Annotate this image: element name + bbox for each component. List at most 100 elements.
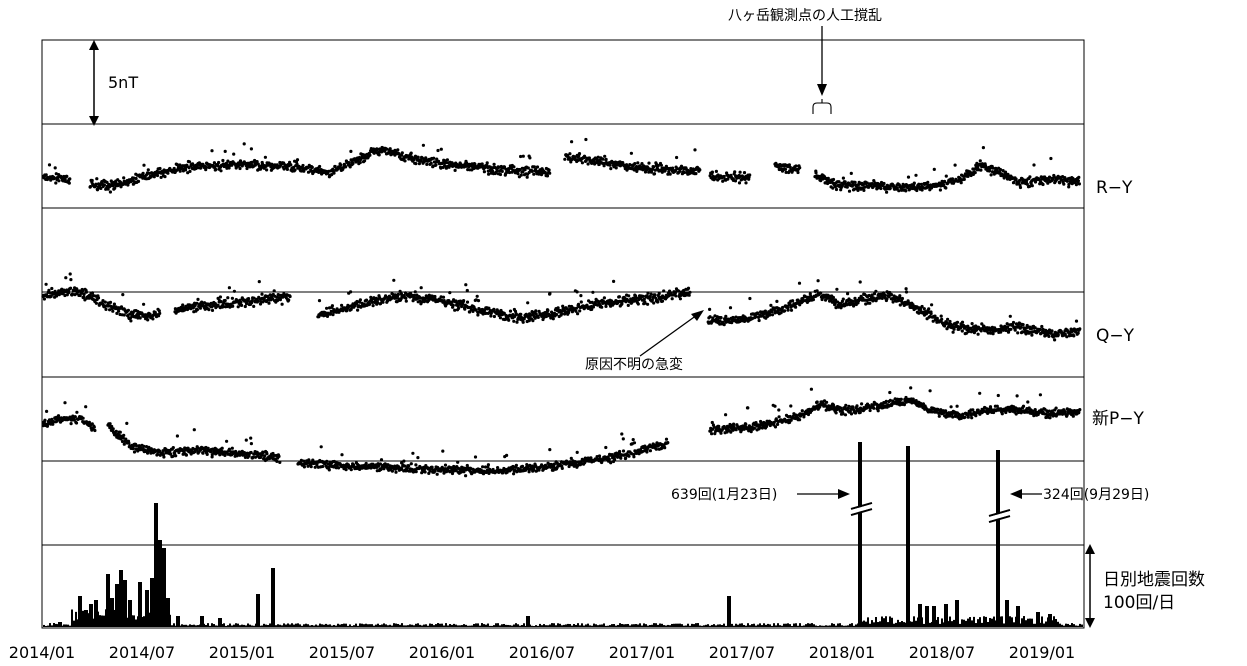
data-point-r-y [516,172,520,176]
data-point-p-y [815,400,819,404]
data-point-r-y [339,163,343,167]
data-point-q-y [278,298,282,302]
data-point-q-y [158,311,162,315]
data-point-p-y [632,441,637,445]
data-point-r-y [178,163,182,167]
data-point-r-y [1062,182,1066,186]
data-point-q-y [476,299,481,303]
data-point-q-y [519,312,523,316]
scale-bar-label: 5nT [108,73,138,92]
data-point-q-y [227,286,231,290]
data-point-r-y [849,171,853,175]
data-point-p-y [265,452,269,456]
data-point-r-y [259,166,263,170]
data-point-r-y [1028,175,1032,179]
data-point-q-y [81,288,85,292]
data-point-r-y [547,168,551,172]
data-point-r-y [519,173,523,177]
data-point-p-y [414,463,418,467]
data-point-p-y [607,457,611,461]
data-point-q-y [82,295,86,299]
data-point-r-y [368,153,372,157]
data-point-r-y [1018,185,1023,190]
data-point-p-y [724,413,728,417]
data-point-r-y [698,168,702,172]
data-point-r-y [421,143,425,147]
data-point-r-y [861,183,866,187]
data-point-q-y [579,300,583,304]
data-point-p-y [414,470,418,474]
data-point-r-y [172,166,176,171]
data-point-r-y [714,169,719,173]
data-point-r-y [238,166,242,171]
data-point-q-y [544,314,549,319]
data-point-p-y [619,456,623,460]
data-point-q-y [970,322,974,326]
data-point-p-y [752,426,757,430]
data-point-r-y [1046,181,1050,185]
data-point-r-y [726,177,730,181]
data-point-q-y [508,309,513,313]
data-point-p-y [909,386,913,390]
data-point-r-y [306,170,311,174]
data-point-r-y [53,166,57,170]
data-point-r-y [987,169,992,173]
data-point-p-y [597,454,602,458]
data-point-r-y [580,161,585,165]
data-point-q-y [111,309,115,313]
data-point-r-y [966,174,970,178]
data-point-r-y [444,161,448,165]
data-point-r-y [502,165,507,169]
data-point-r-y [147,171,151,175]
data-point-r-y [163,175,167,179]
data-point-r-y [245,166,249,171]
data-point-p-y [340,453,344,457]
data-point-r-y [443,164,447,168]
data-point-r-y [1076,179,1080,183]
data-point-r-y [1030,184,1034,188]
data-point-q-y [770,310,774,314]
data-point-r-y [983,164,988,168]
data-point-r-y [377,153,381,157]
data-point-r-y [57,179,61,183]
data-point-q-y [1050,329,1054,333]
data-point-q-y [404,296,408,300]
data-point-q-y [708,307,712,311]
data-point-r-y [668,172,672,176]
data-point-r-y [226,159,230,163]
data-point-p-y [275,459,279,463]
data-point-p-y [84,405,88,409]
data-point-r-y [204,165,208,170]
data-point-q-y [940,317,944,321]
data-point-p-y [278,460,282,464]
data-point-q-y [129,319,133,323]
data-point-r-y [155,173,160,178]
data-point-q-y [492,314,496,319]
data-point-q-y [526,301,530,305]
data-point-r-y [146,168,150,172]
data-point-r-y [263,155,267,159]
data-point-r-y [748,173,752,177]
data-point-p-y [627,454,631,458]
data-point-q-y [507,318,511,322]
data-point-q-y [1040,324,1044,329]
data-point-p-y [443,463,448,467]
data-point-r-y [851,183,855,187]
data-point-q-y [515,320,519,324]
data-point-p-y [710,432,714,436]
data-point-r-y [482,170,486,174]
data-point-r-y [526,166,530,170]
data-point-q-y [527,319,531,323]
data-point-p-y [327,468,331,472]
data-point-q-y [68,272,72,276]
data-point-q-y [754,315,758,319]
data-point-q-y [677,289,681,293]
data-point-r-y [1028,184,1032,188]
data-point-q-y [688,290,692,294]
data-point-r-y [737,181,742,185]
data-point-r-y [289,163,293,167]
data-point-p-y [378,462,383,466]
data-point-q-y [514,312,519,317]
data-point-r-y [309,169,313,173]
data-point-r-y [1012,180,1016,184]
